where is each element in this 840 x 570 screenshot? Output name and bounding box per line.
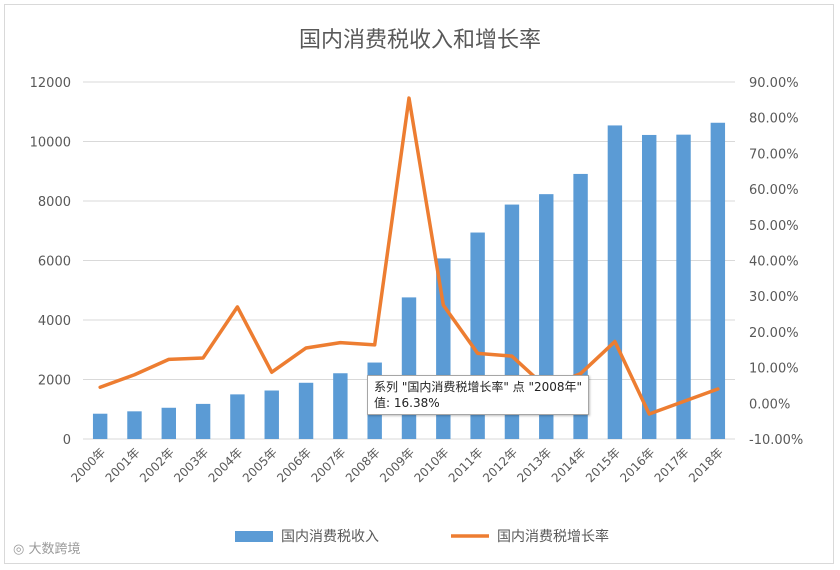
line-point <box>613 340 617 343</box>
x-tick-label: 2004年 <box>206 445 246 485</box>
watermark: ◎ 大数跨境 <box>13 538 81 557</box>
bar <box>127 411 142 439</box>
bar <box>333 373 348 439</box>
line-point <box>270 371 273 374</box>
y-axis-right: -10.00% 0.00% 10.00% 20.00% 30.00% 40.00% 50.0… <box>749 76 803 448</box>
y-right-tick-label: 60.00% <box>749 183 799 198</box>
line-point <box>682 400 685 403</box>
line-point <box>201 356 205 360</box>
x-tick-label: 2006年 <box>274 445 314 485</box>
line-point <box>476 352 479 355</box>
tooltip-value: 值: 16.38% <box>374 396 440 410</box>
y-right-tick-label: 0.00% <box>749 397 790 412</box>
line-point <box>407 96 411 100</box>
line-point <box>373 343 376 347</box>
bar <box>195 403 211 439</box>
line-point <box>236 305 239 309</box>
x-tick-label: 2018年 <box>686 445 726 485</box>
tooltip-series-point: 系列 "国内消费税增长率" 点 "2008年" <box>374 380 583 394</box>
y-right-tick-label: 30.00% <box>749 290 799 305</box>
watermark-logo-icon: ◎ <box>13 542 25 557</box>
x-tick-label: 2008年 <box>343 445 383 485</box>
bar <box>573 173 588 440</box>
bar <box>676 134 691 439</box>
y-right-tick-label: -10.00% <box>749 433 803 448</box>
bar <box>298 382 314 439</box>
y-left-tick-label: 8000 <box>38 195 71 210</box>
y-right-tick-label: 80.00% <box>749 112 799 127</box>
x-tick-label: 2017年 <box>652 445 692 485</box>
x-tick-label: 2011年 <box>446 445 486 485</box>
line-point <box>339 341 342 344</box>
y-right-tick-label: 70.00% <box>749 147 799 162</box>
line-point <box>648 412 651 416</box>
x-tick-label: 2003年 <box>171 445 211 485</box>
y-left-tick-label: 0 <box>63 433 71 448</box>
bar <box>230 394 245 439</box>
legend-label-income: 国内消费税收入 <box>281 529 379 545</box>
bar <box>710 122 726 439</box>
bar <box>264 390 279 439</box>
y-left-tick-label: 12000 <box>30 76 71 91</box>
y-left-tick-label: 2000 <box>38 374 71 389</box>
y-right-tick-label: 20.00% <box>749 326 799 341</box>
watermark-text: 大数跨境 <box>28 542 81 557</box>
x-tick-label: 2013年 <box>514 445 554 485</box>
x-tick-label: 2012年 <box>480 445 520 485</box>
line-point <box>98 386 102 389</box>
legend-swatch-bar <box>235 531 273 542</box>
chart: 国内消费税收入和增长率 020004000600080001000012000 … <box>30 28 804 545</box>
x-tick-label: 2010年 <box>411 445 451 485</box>
y-left-tick-label: 4000 <box>38 314 71 329</box>
line-point <box>304 346 308 350</box>
x-tick-label: 2005年 <box>240 445 280 485</box>
x-tick-label: 2000年 <box>68 445 108 485</box>
legend: 国内消费税收入 国内消费税增长率 <box>235 528 609 545</box>
line-point <box>716 387 720 391</box>
chart-title: 国内消费税收入和增长率 <box>299 28 541 53</box>
x-tick-label: 2015年 <box>583 445 623 485</box>
line-series[interactable] <box>98 96 720 416</box>
y-left-tick-label: 6000 <box>38 255 71 270</box>
x-tick-label: 2001年 <box>103 445 143 485</box>
bar <box>92 413 108 439</box>
y-right-tick-label: 40.00% <box>749 255 799 270</box>
bar <box>642 134 657 439</box>
y-right-tick-label: 50.00% <box>749 219 799 234</box>
x-axis: 2000年2001年2002年2003年2004年2005年2006年2007年… <box>68 445 726 485</box>
x-tick-label: 2002年 <box>137 445 177 485</box>
line-point <box>442 303 445 307</box>
y-right-tick-label: 10.00% <box>749 362 799 377</box>
y-left-tick-label: 10000 <box>30 136 71 151</box>
y-axis-left: 0 2000 4000 6000 8000 10000 12000 <box>30 76 71 448</box>
x-tick-label: 2016年 <box>617 445 657 485</box>
x-tick-label: 2014年 <box>549 445 589 485</box>
x-tick-label: 2007年 <box>309 445 349 485</box>
x-tick-label: 2009年 <box>377 445 417 485</box>
line-point <box>167 358 170 361</box>
data-tooltip: 系列 "国内消费税增长率" 点 "2008年" 值: 16.38% <box>367 375 590 415</box>
chart-frame: 国内消费税收入和增长率 0 2000 4000 6000 8000 10000 12000 … <box>4 4 834 564</box>
line-point <box>510 354 514 358</box>
legend-label-growth: 国内消费税增长率 <box>497 528 609 545</box>
bar <box>401 297 417 439</box>
bar <box>161 407 176 439</box>
bar <box>607 125 623 439</box>
line-point <box>579 372 582 375</box>
y-right-tick-label: 90.00% <box>749 76 799 91</box>
line-point <box>133 373 136 376</box>
